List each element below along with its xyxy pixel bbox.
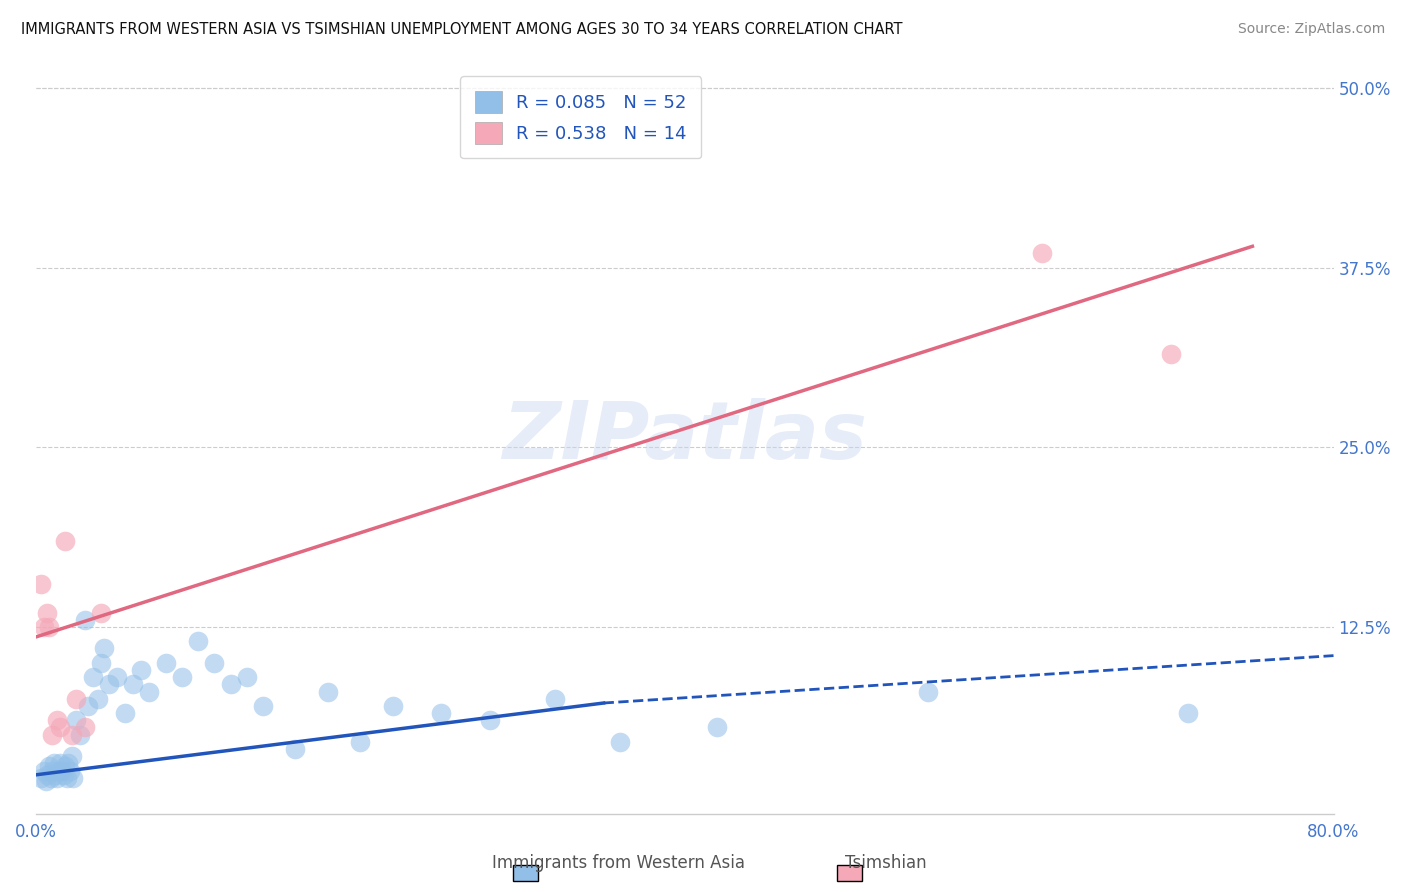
Point [73,721,96,735]
Point [49,756,72,771]
Point [706,721,728,735]
Point [41,728,63,742]
Point [37,606,59,620]
Point [37,768,59,782]
Point [202,656,225,670]
Point [73,613,96,627]
Point [32,620,55,634]
Legend: R = 0.085   N = 52, R = 0.538   N = 14: R = 0.085 N = 52, R = 0.538 N = 14 [460,76,702,158]
Text: Tsimshian: Tsimshian [845,855,927,872]
Point [381,698,404,713]
Point [44,768,66,782]
Point [316,684,339,698]
Point [219,677,242,691]
Point [60,749,83,764]
Point [48,764,70,778]
Point [53,533,76,548]
Point [236,670,259,684]
Point [97,677,120,691]
Point [65,713,87,727]
Point [46,771,69,785]
Point [1031,246,1053,260]
Point [93,641,115,656]
Point [38,759,60,773]
Point [131,663,153,677]
Point [76,698,98,713]
Point [1177,706,1199,720]
Point [90,606,112,620]
Point [42,756,65,771]
Point [34,773,56,788]
Point [60,728,83,742]
Point [52,768,75,782]
Text: Source: ZipAtlas.com: Source: ZipAtlas.com [1237,22,1385,37]
Point [544,691,567,706]
Point [62,771,84,785]
Point [114,706,136,720]
Point [170,670,193,684]
Point [65,691,87,706]
Point [284,742,307,756]
Point [38,620,60,634]
Point [479,713,502,727]
Point [252,698,274,713]
Point [917,684,939,698]
Point [138,684,160,698]
Point [32,764,55,778]
Point [430,706,453,720]
Point [90,656,112,670]
Text: ZIPatlas: ZIPatlas [502,398,868,475]
Point [122,677,145,691]
Point [41,764,63,778]
Point [58,756,80,771]
Point [349,735,371,749]
Point [49,721,72,735]
Text: Immigrants from Western Asia: Immigrants from Western Asia [492,855,745,872]
Point [86,691,108,706]
Point [609,735,631,749]
Point [82,670,104,684]
Point [46,713,69,727]
Point [55,771,77,785]
Point [30,771,52,785]
Point [51,764,73,778]
Point [30,576,52,591]
Point [187,634,209,648]
Text: IMMIGRANTS FROM WESTERN ASIA VS TSIMSHIAN UNEMPLOYMENT AMONG AGES 30 TO 34 YEARS: IMMIGRANTS FROM WESTERN ASIA VS TSIMSHIA… [21,22,903,37]
Point [155,656,177,670]
Point [69,728,91,742]
Point [39,771,62,785]
Point [53,759,76,773]
Point [1160,347,1182,361]
Point [105,670,128,684]
Point [59,764,82,778]
